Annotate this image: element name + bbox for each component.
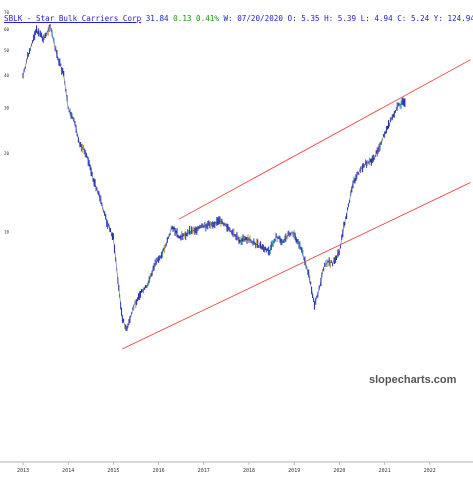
x-tick-label: 2018 xyxy=(243,468,255,474)
x-tick-label: 2019 xyxy=(288,468,300,474)
x-tick-label: 2021 xyxy=(379,468,391,474)
x-tick-label: 2015 xyxy=(107,468,119,474)
y-tick-label: 40 xyxy=(4,73,10,78)
trendlines xyxy=(122,60,470,349)
y-tick-label: 50 xyxy=(4,48,10,53)
y-tick-label: 30 xyxy=(4,105,10,110)
y-tick-label: 20 xyxy=(4,151,10,156)
x-tick-label: 2017 xyxy=(198,468,210,474)
ohlc-values: O: 5.35 H: 5.39 L: 4.94 C: 5.24 Y: 124.9… xyxy=(288,14,473,23)
trendline xyxy=(122,183,470,349)
quote-header: SBLK - Star Bulk Carriers Corp 31.84 0.1… xyxy=(4,14,473,23)
watermark: slopecharts.com xyxy=(369,374,456,386)
price-change: 0.13 xyxy=(173,14,191,23)
y-tick-label: 60 xyxy=(4,27,10,32)
last-price: 31.84 xyxy=(146,14,169,23)
price-line xyxy=(23,26,405,330)
x-tick-label: 2014 xyxy=(62,468,74,474)
y-tick-label: 10 xyxy=(4,230,10,235)
symbol-link[interactable]: SBLK - Star Bulk Carriers Corp xyxy=(4,14,141,23)
x-tick-label: 2013 xyxy=(17,468,29,474)
x-axis-ticks: 2013 2014 2015 2016 2017 2018 2019 2020 2021 2022 xyxy=(17,462,436,474)
trendline xyxy=(179,60,471,220)
x-tick-label: 2016 xyxy=(153,468,165,474)
x-tick-label: 2022 xyxy=(424,468,436,474)
price-series xyxy=(23,24,405,331)
y-axis-ticks: 160150140130120110100908070605040302010 xyxy=(4,0,12,235)
x-tick-label: 2020 xyxy=(333,468,345,474)
price-change-pct: 0.41% xyxy=(196,14,219,23)
date-label: W: 07/20/2020 xyxy=(223,14,282,23)
